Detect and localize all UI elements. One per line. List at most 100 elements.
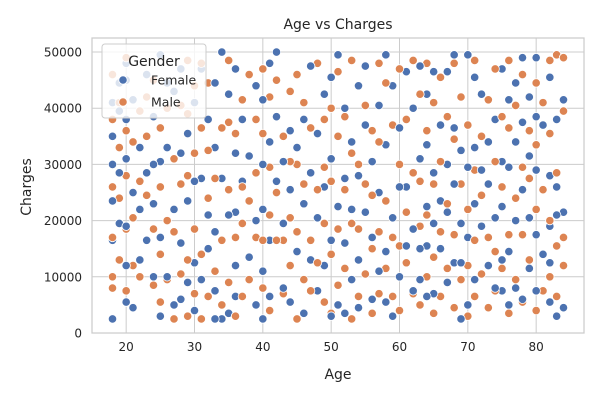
point-female xyxy=(374,100,384,111)
point-male xyxy=(367,126,377,136)
point-female xyxy=(326,72,336,82)
point-male xyxy=(244,275,254,285)
point-female xyxy=(531,53,541,63)
x-tick-label: 20 xyxy=(119,340,134,354)
point-female xyxy=(470,275,480,285)
point-female xyxy=(408,286,418,296)
point-male xyxy=(347,55,357,66)
point-male xyxy=(217,123,227,133)
point-female xyxy=(490,283,500,293)
point-male xyxy=(360,269,370,279)
point-male xyxy=(155,182,165,192)
point-female xyxy=(319,89,329,99)
point-male xyxy=(401,258,411,268)
point-female xyxy=(511,78,521,88)
point-female xyxy=(497,201,507,212)
point-male xyxy=(251,168,261,178)
point-male xyxy=(155,249,165,259)
point-male xyxy=(183,255,193,265)
point-female xyxy=(271,47,282,57)
point-female xyxy=(189,305,200,316)
point-male xyxy=(135,176,145,186)
legend-title: Gender xyxy=(128,54,180,70)
point-male xyxy=(169,154,179,164)
point-female xyxy=(176,294,186,304)
point-male xyxy=(374,137,384,147)
point-male xyxy=(203,291,213,302)
point-female xyxy=(531,286,541,296)
point-male xyxy=(326,249,336,259)
point-male xyxy=(442,263,452,273)
point-female xyxy=(353,255,364,265)
point-male xyxy=(367,308,377,318)
legend: Gender Female Male xyxy=(101,43,207,119)
y-tick-label: 40000 xyxy=(44,102,82,116)
point-female xyxy=(470,72,480,82)
point-female xyxy=(476,165,487,175)
point-male xyxy=(497,182,507,192)
y-axis-label: Charges xyxy=(19,158,35,216)
point-female xyxy=(135,204,145,214)
point-female xyxy=(292,142,302,153)
point-male xyxy=(251,114,261,125)
point-male xyxy=(470,235,480,245)
point-female xyxy=(353,81,364,91)
point-male xyxy=(176,269,186,279)
point-female xyxy=(545,258,555,268)
point-female xyxy=(429,168,439,178)
point-male xyxy=(374,58,384,68)
point-male xyxy=(388,291,398,302)
point-female xyxy=(142,235,152,245)
point-male xyxy=(169,227,179,237)
point-male xyxy=(504,230,514,240)
point-male xyxy=(367,190,377,200)
point-female xyxy=(511,137,521,147)
point-male xyxy=(545,272,555,282)
point-female xyxy=(347,137,357,147)
point-male xyxy=(230,311,241,321)
point-male xyxy=(189,148,200,158)
point-male xyxy=(429,252,439,262)
point-female xyxy=(394,123,405,133)
point-male xyxy=(183,171,193,181)
point-male xyxy=(470,291,480,302)
point-female xyxy=(442,67,452,77)
point-male xyxy=(552,241,562,251)
point-male xyxy=(545,128,555,139)
point-male xyxy=(531,204,541,214)
point-female xyxy=(504,95,514,105)
y-tick-label: 0 xyxy=(74,327,82,341)
point-male xyxy=(217,235,227,245)
point-female xyxy=(107,159,118,170)
point-female xyxy=(285,126,295,136)
point-female xyxy=(265,291,275,302)
point-female xyxy=(463,300,473,310)
point-female xyxy=(552,114,562,125)
point-female xyxy=(456,314,466,324)
point-female xyxy=(230,148,241,158)
point-male xyxy=(107,272,118,282)
point-male xyxy=(347,218,357,229)
point-female xyxy=(483,260,493,271)
point-female xyxy=(470,142,480,153)
point-female xyxy=(374,266,384,276)
point-male xyxy=(415,89,425,99)
point-male xyxy=(531,78,541,88)
point-male xyxy=(538,98,548,108)
point-male xyxy=(483,95,493,105)
point-female xyxy=(107,196,118,206)
point-female xyxy=(381,297,391,307)
point-male xyxy=(265,305,275,316)
point-female xyxy=(517,294,528,304)
point-female xyxy=(169,204,179,214)
point-female xyxy=(463,162,473,172)
point-male xyxy=(326,176,336,186)
point-female xyxy=(210,314,220,324)
y-tick-label: 30000 xyxy=(44,158,82,172)
point-female xyxy=(210,286,220,296)
point-female xyxy=(463,50,473,60)
point-male xyxy=(497,263,507,273)
point-female xyxy=(415,154,425,164)
point-female xyxy=(524,92,534,102)
point-male xyxy=(114,255,124,265)
